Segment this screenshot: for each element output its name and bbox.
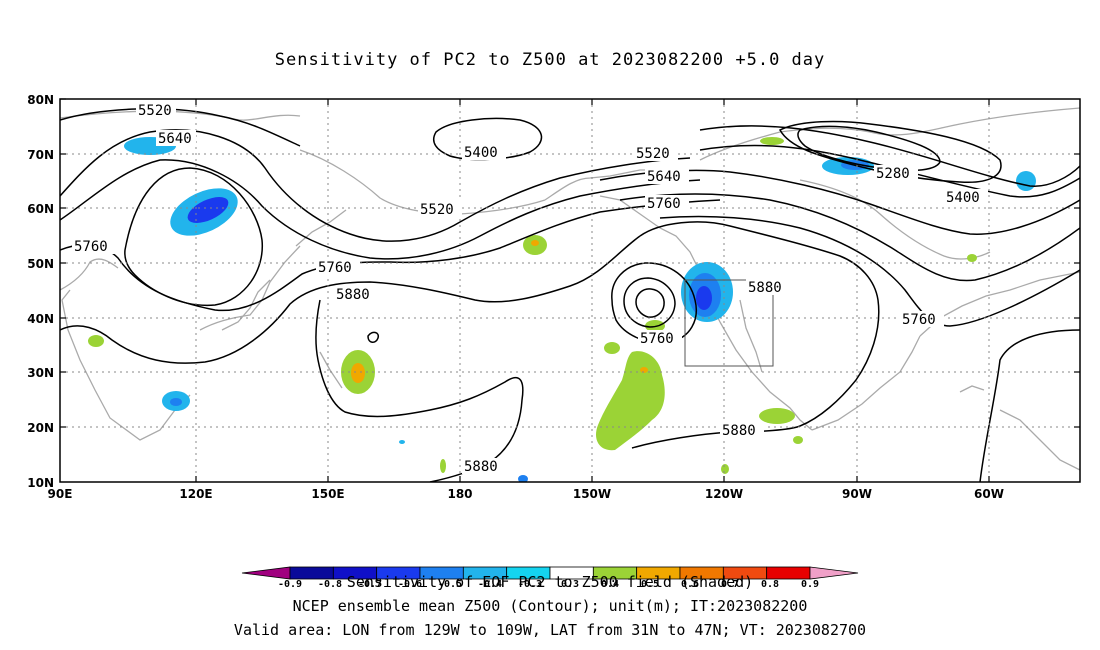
lon-label: 60W xyxy=(974,487,1004,501)
lat-label: 10N xyxy=(27,476,54,490)
lat-label: 20N xyxy=(27,421,54,435)
longitude-labels: 90E 120E 150E 180 150W 120W 90W 60W xyxy=(48,487,1004,501)
colorbar-tick-label: 0.7 xyxy=(721,579,739,590)
lat-label: 80N xyxy=(27,93,54,107)
footer-valid-area-caption: Valid area: LON from 129W to 109W, LAT f… xyxy=(233,621,867,639)
contour-label: 5640 xyxy=(158,131,192,147)
contour-label: 5760 xyxy=(647,196,681,212)
lon-label: 90E xyxy=(48,487,73,501)
lat-label: 40N xyxy=(27,312,54,326)
colorbar-tick-label: -0.5 xyxy=(438,579,462,590)
colorbar-high-arrow xyxy=(809,566,859,580)
coastlines xyxy=(60,107,1080,471)
contour-labels: 5520 5640 5400 5520 5520 5640 5760 5280 … xyxy=(72,102,988,475)
contour-label: 5760 xyxy=(640,331,674,347)
lon-label: 90W xyxy=(842,487,872,501)
contour-label: 5640 xyxy=(647,169,681,185)
colorbar-tick-label: -0.3 xyxy=(518,579,542,590)
contour-label: 5520 xyxy=(138,103,172,119)
tick-marks xyxy=(60,98,1080,482)
lat-label: 50N xyxy=(27,257,54,271)
contour-label: 5880 xyxy=(748,280,782,296)
colorbar-tick-label: -0.6 xyxy=(398,579,422,590)
contour-label: 5880 xyxy=(336,287,370,303)
colorbar-tick-label: -0.9 xyxy=(278,579,302,590)
colorbar: -0.9 -0.8 -0.7 -0.6 -0.5 -0.4 -0.3 0.3 0.4 0.5 0.6… xyxy=(241,566,859,590)
colorbar-tick-label: 0.9 xyxy=(801,579,819,590)
footer-shading-caption: Sensitivity of EOF PC2 to Z500 field (Sh… xyxy=(346,573,754,591)
graticule xyxy=(60,99,1080,482)
colorbar-tick-label: -0.4 xyxy=(478,579,502,590)
z500-contours xyxy=(60,108,1080,482)
lon-label: 150W xyxy=(573,487,611,501)
contour-label: 5520 xyxy=(420,202,454,218)
chart-title: Sensitivity of PC2 to Z500 at 2023082200… xyxy=(274,50,826,70)
lon-label: 180 xyxy=(447,487,472,501)
plot-frame xyxy=(59,98,1081,483)
contour-label: 5400 xyxy=(946,190,980,206)
colorbar-tick-label: -0.8 xyxy=(318,579,342,590)
plot-area xyxy=(60,99,1080,482)
lon-label: 120W xyxy=(705,487,743,501)
contour-label: 5880 xyxy=(464,459,498,475)
lon-label: 120E xyxy=(179,487,212,501)
colorbar-tick-label: 0.4 xyxy=(601,579,619,590)
lon-label: 150E xyxy=(311,487,344,501)
valid-area-box xyxy=(684,279,774,367)
contour-label: 5760 xyxy=(318,260,352,276)
contour-label: 5760 xyxy=(902,312,936,328)
colorbar-tick-label: 0.5 xyxy=(641,579,659,590)
contour-label: 5760 xyxy=(74,239,108,255)
contour-label: 5520 xyxy=(636,146,670,162)
contour-label: 5400 xyxy=(464,145,498,161)
latitude-labels: 80N 70N 60N 50N 40N 30N 20N 10N xyxy=(27,93,54,490)
colorbar-tick-label: -0.7 xyxy=(358,579,382,590)
colorbar-tick-label: 0.3 xyxy=(561,579,579,590)
contour-label: 5280 xyxy=(876,166,910,182)
colorbar-tick-label: 0.8 xyxy=(761,579,779,590)
contour-label: 5880 xyxy=(722,423,756,439)
lat-label: 70N xyxy=(27,148,54,162)
lat-label: 60N xyxy=(27,202,54,216)
colorbar-tick-label: 0.6 xyxy=(681,579,699,590)
footer-contour-caption: NCEP ensemble mean Z500 (Contour); unit(… xyxy=(292,597,808,615)
lat-label: 30N xyxy=(27,366,54,380)
